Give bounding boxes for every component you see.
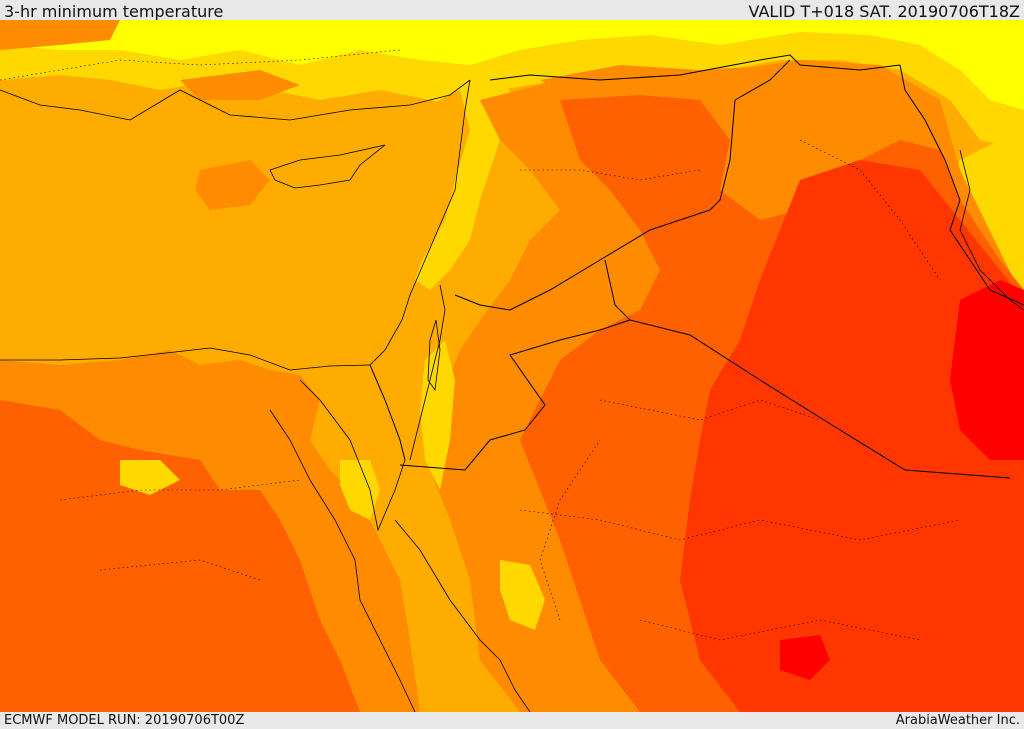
field-jordan-gold — [420, 340, 455, 490]
coastline-sinai-east — [299, 379, 406, 532]
map-title: 3-hr minimum temperature — [4, 2, 224, 21]
field-egypt-dark-orange — [0, 400, 360, 712]
coastline-egypt — [0, 347, 371, 371]
border-syria-jordan-iraq — [454, 209, 711, 311]
field-sinai-yellow — [340, 460, 380, 520]
border-egypt-israel — [369, 364, 406, 461]
coastline-gulf-of-suez — [269, 409, 416, 712]
admin-line-1 — [520, 169, 701, 181]
cyprus-outline — [269, 144, 386, 189]
field-egypt-gold — [120, 460, 180, 495]
field-north-yellow — [0, 20, 1024, 110]
model-run-label: ECMWF MODEL RUN: 20190706T00Z — [4, 713, 245, 728]
dead-sea-outline — [427, 319, 441, 392]
admin-line-5 — [99, 559, 261, 581]
coastline-levant — [369, 79, 471, 366]
field-northeast-gold — [950, 120, 1024, 290]
border-syria-turkey — [489, 54, 901, 81]
field-red-patch — [780, 635, 830, 680]
valid-time-label: VALID T+018 SAT. 20190706T18Z — [748, 2, 1020, 21]
field-north-orange-2 — [180, 70, 300, 100]
border-iraq-iran — [899, 64, 1024, 306]
admin-line-7 — [799, 139, 941, 281]
coastline-turkey — [0, 79, 471, 121]
field-saudi-gold — [500, 560, 545, 630]
border-jordan-river — [409, 284, 446, 461]
credit-label: ArabiaWeather Inc. — [895, 713, 1020, 728]
header-bar: 3-hr minimum temperature VALID T+018 SAT… — [0, 0, 1024, 21]
admin-line-8 — [539, 439, 601, 621]
footer-bar: ECMWF MODEL RUN: 20190706T00Z ArabiaWeat… — [0, 712, 1024, 729]
field-levant-gold — [415, 80, 510, 290]
admin-line-3 — [519, 509, 961, 541]
field-red-orange — [680, 160, 1024, 712]
admin-line-9 — [0, 49, 401, 81]
admin-line-2 — [599, 399, 821, 421]
field-red-core — [950, 280, 1024, 460]
coastline-persian-gulf — [959, 149, 1024, 311]
field-mediterranean-orange-patch — [195, 160, 270, 210]
temperature-map[interactable] — [0, 20, 1024, 712]
admin-line-6 — [639, 619, 921, 641]
coastline-arabia-red-sea — [394, 519, 531, 712]
border-syria-iraq — [709, 59, 791, 211]
border-iraq-saudi — [629, 319, 1011, 479]
field-north-orange-3 — [0, 20, 120, 50]
border-jordan-iraq-saudi — [399, 259, 631, 471]
